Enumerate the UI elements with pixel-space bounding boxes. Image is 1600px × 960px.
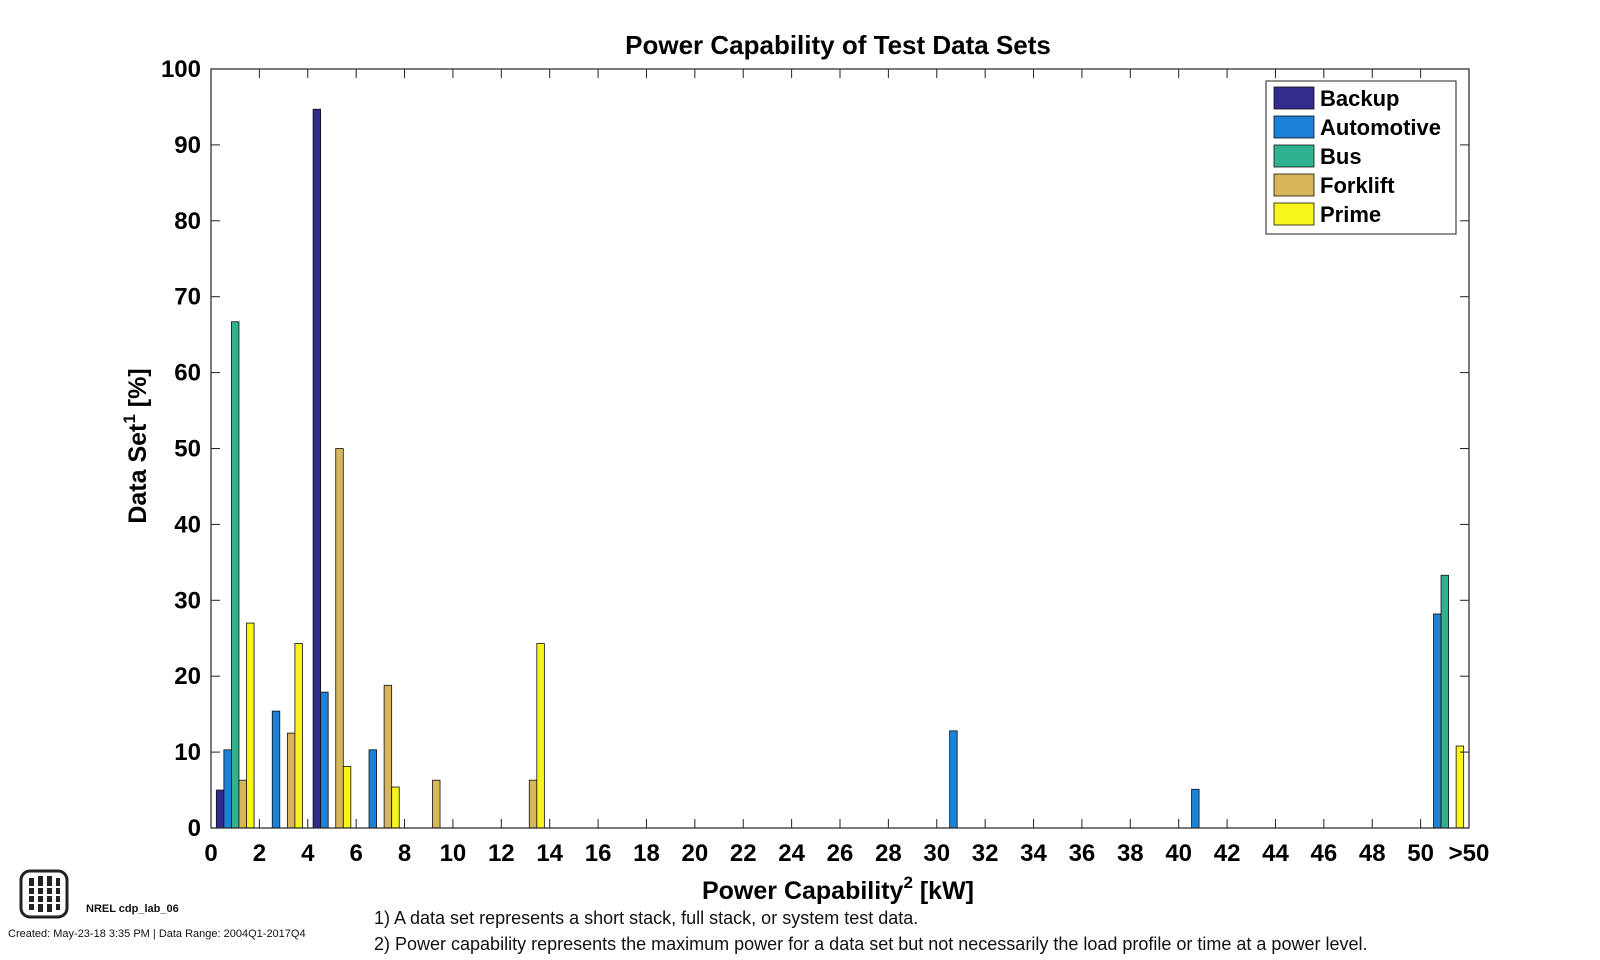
x-tick-label: >50 xyxy=(1449,840,1490,867)
bar-prime-51 xyxy=(1455,745,1465,829)
bars-layer xyxy=(215,108,1465,829)
footnote-2: 2) Power capability represents the maxim… xyxy=(374,934,1368,954)
bar-forklift-7 xyxy=(383,684,393,829)
bar-automotive-5 xyxy=(320,691,329,829)
bar-automotive-1 xyxy=(223,749,232,829)
bar-prime-13 xyxy=(536,643,545,829)
y-tick-label: 50 xyxy=(174,436,201,463)
bar-prime-5 xyxy=(342,766,352,829)
bar-prime-1 xyxy=(246,622,255,829)
x-axis-label-superscript: 2 xyxy=(903,873,912,892)
x-tick-label: 44 xyxy=(1262,840,1289,867)
x-tick-label: 38 xyxy=(1117,840,1144,867)
y-axis-label-unit: [%] xyxy=(124,368,152,414)
y-tick-label: 20 xyxy=(174,663,201,690)
x-tick-label: 12 xyxy=(488,840,515,867)
bar-automotive-51 xyxy=(1433,613,1442,829)
x-tick-label: 10 xyxy=(440,840,467,867)
legend-swatch-prime xyxy=(1273,202,1315,226)
y-tick-label: 0 xyxy=(188,815,201,842)
bar-forklift-9 xyxy=(432,779,441,829)
created-timestamp: Created: May-23-18 3:35 PM | Data Range:… xyxy=(8,928,306,940)
x-tick-label: 0 xyxy=(204,840,217,867)
bar-automotive-7 xyxy=(368,749,377,829)
bar-automotive-3 xyxy=(271,710,281,829)
legend-label-automotive: Automotive xyxy=(1320,115,1441,140)
footnotes: 1) A data set represents a short stack, … xyxy=(374,905,1367,957)
x-tick-label: 42 xyxy=(1214,840,1241,867)
legend-label-bus: Bus xyxy=(1320,144,1362,169)
x-tick-label: 4 xyxy=(301,840,315,867)
x-tick-label: 46 xyxy=(1310,840,1337,867)
x-tick-label: 34 xyxy=(1020,840,1047,867)
y-axis-label: Data Set1 [%] xyxy=(120,368,152,523)
x-axis-label-base: Power Capability xyxy=(702,877,904,905)
bar-bus-1 xyxy=(231,321,240,829)
y-tick-label: 40 xyxy=(174,511,201,538)
x-tick-label: 32 xyxy=(972,840,999,867)
x-tick-label: 18 xyxy=(633,840,660,867)
y-tick-label: 10 xyxy=(174,739,201,766)
bar-bus-51 xyxy=(1440,574,1449,829)
y-tick-label: 30 xyxy=(174,587,201,614)
legend: Backup Automotive Bus Forklift Prime xyxy=(1265,80,1457,235)
y-tick-label: 60 xyxy=(174,360,201,387)
y-tick-label: 90 xyxy=(174,132,201,159)
x-tick-label: 50 xyxy=(1407,840,1434,867)
chart-title: Power Capability of Test Data Sets xyxy=(625,30,1051,60)
lab-id: NREL cdp_lab_06 xyxy=(86,903,179,915)
bar-backup-1 xyxy=(215,789,225,829)
x-tick-label: 20 xyxy=(681,840,708,867)
x-axis-label: Power Capability2 [kW] xyxy=(702,873,974,905)
bar-forklift-1 xyxy=(238,779,247,829)
x-tick-label: 28 xyxy=(875,840,902,867)
legend-label-backup: Backup xyxy=(1320,86,1399,111)
plot-frame xyxy=(210,68,1470,829)
y-tick-label: 80 xyxy=(174,208,201,235)
x-tick-label: 24 xyxy=(778,840,805,867)
x-tick-label: 26 xyxy=(827,840,854,867)
legend-swatch-automotive xyxy=(1273,115,1315,139)
x-tick-label: 16 xyxy=(585,840,612,867)
x-tick-label: 36 xyxy=(1069,840,1096,867)
legend-label-forklift: Forklift xyxy=(1320,173,1395,198)
legend-swatch-backup xyxy=(1273,86,1315,110)
x-tick-label: 30 xyxy=(923,840,950,867)
footnote-1: 1) A data set represents a short stack, … xyxy=(374,908,919,928)
x-tick-label: 8 xyxy=(398,840,411,867)
x-tick-label: 2 xyxy=(253,840,266,867)
bar-backup-5 xyxy=(312,108,322,829)
y-axis-label-base: Data Set xyxy=(124,423,152,524)
x-axis-label-unit: [kW] xyxy=(913,877,974,905)
x-tick-label: 14 xyxy=(536,840,563,867)
x-tick-label: 6 xyxy=(349,840,362,867)
bar-automotive-41 xyxy=(1191,788,1200,829)
legend-swatch-bus xyxy=(1273,144,1315,168)
bar-prime-3 xyxy=(294,643,303,829)
legend-swatch-forklift xyxy=(1273,173,1315,197)
legend-label-prime: Prime xyxy=(1320,202,1381,227)
x-tick-label: 40 xyxy=(1165,840,1192,867)
y-axis-label-superscript: 1 xyxy=(120,414,139,423)
bar-forklift-5 xyxy=(335,448,344,829)
bar-prime-7 xyxy=(391,786,400,829)
y-tick-label: 70 xyxy=(174,284,201,311)
bar-automotive-31 xyxy=(949,730,958,829)
x-tick-label: 48 xyxy=(1359,840,1386,867)
bar-forklift-13 xyxy=(528,779,538,829)
bar-forklift-3 xyxy=(286,732,296,829)
y-tick-label: 100 xyxy=(161,56,201,83)
nrel-logo-icon xyxy=(19,869,69,919)
x-tick-label: 22 xyxy=(730,840,757,867)
